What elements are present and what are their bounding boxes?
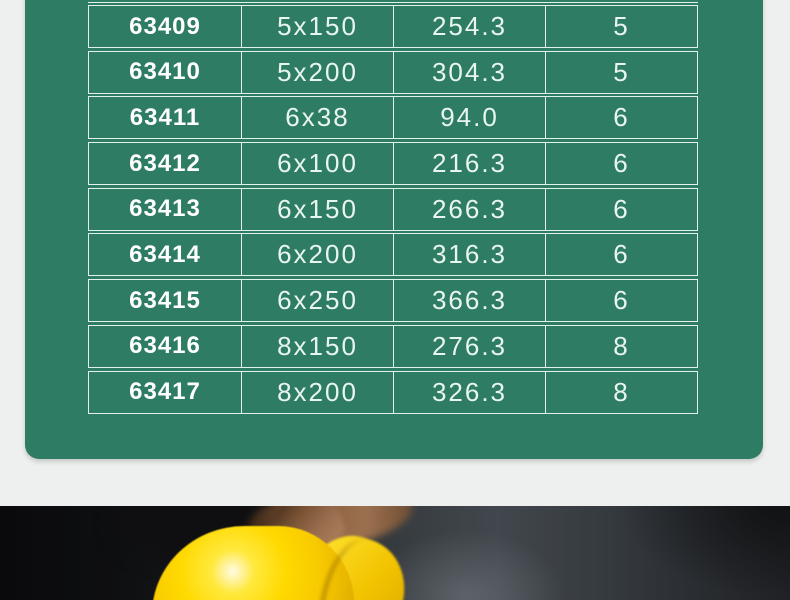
table-row-partial xyxy=(88,0,698,3)
size-spec-cell: 6x38 xyxy=(241,97,393,139)
quantity-cell: 6 xyxy=(545,188,697,230)
product-code-cell: 63417 xyxy=(129,378,201,405)
size-spec-cell: 8x200 xyxy=(241,371,393,413)
length-value-cell: 326.3 xyxy=(393,371,545,413)
quantity-cell: 6 xyxy=(545,234,697,276)
table-row: 63416 8x150 276.3 8 xyxy=(88,324,698,368)
product-code-cell: 63410 xyxy=(129,58,201,86)
product-code-cell: 63414 xyxy=(129,240,201,268)
size-spec-cell: 6x200 xyxy=(241,234,393,276)
product-code-cell: 63412 xyxy=(129,149,201,177)
length-value-cell: 366.3 xyxy=(393,280,545,322)
product-code-cell: 63416 xyxy=(129,332,201,360)
table-row: 63414 6x200 316.3 6 xyxy=(88,233,698,277)
spec-table: 63409 5x150 254.3 5 63410 5x200 304.3 5 … xyxy=(88,0,698,416)
product-code-cell: 63415 xyxy=(129,286,201,314)
quantity-cell: 8 xyxy=(545,325,697,367)
length-value-cell: 304.3 xyxy=(393,51,545,93)
table-row: 63415 6x250 366.3 6 xyxy=(88,279,698,323)
size-spec-cell: 6x250 xyxy=(241,280,393,322)
size-spec-cell: 6x100 xyxy=(241,143,393,185)
spec-table-panel: 63409 5x150 254.3 5 63410 5x200 304.3 5 … xyxy=(25,0,763,459)
quantity-cell: 8 xyxy=(545,371,697,413)
quantity-cell: 6 xyxy=(545,280,697,322)
length-value-cell: 94.0 xyxy=(393,97,545,139)
quantity-cell: 5 xyxy=(545,6,697,47)
table-row: 63410 5x200 304.3 5 xyxy=(88,50,698,94)
size-spec-cell: 8x150 xyxy=(241,325,393,367)
table-row: 63412 6x100 216.3 6 xyxy=(88,142,698,186)
product-code-cell: 63411 xyxy=(129,103,201,131)
length-value-cell: 316.3 xyxy=(393,234,545,276)
table-row: 63417 8x200 326.3 8 xyxy=(88,370,698,414)
size-spec-cell: 5x150 xyxy=(241,6,393,47)
table-row: 63413 6x150 266.3 6 xyxy=(88,187,698,231)
quantity-cell: 6 xyxy=(545,143,697,185)
quantity-cell: 6 xyxy=(545,97,697,139)
product-code-cell: 63409 xyxy=(129,12,201,40)
quantity-cell: 5 xyxy=(545,51,697,93)
table-row: 63411 6x38 94.0 6 xyxy=(88,96,698,140)
product-code-cell: 63413 xyxy=(129,195,201,223)
table-row: 63409 5x150 254.3 5 xyxy=(88,5,698,48)
length-value-cell: 254.3 xyxy=(393,6,545,47)
product-photo xyxy=(0,506,790,600)
length-value-cell: 216.3 xyxy=(393,143,545,185)
size-spec-cell: 6x150 xyxy=(241,188,393,230)
size-spec-cell: 5x200 xyxy=(241,51,393,93)
length-value-cell: 276.3 xyxy=(393,325,545,367)
length-value-cell: 266.3 xyxy=(393,188,545,230)
